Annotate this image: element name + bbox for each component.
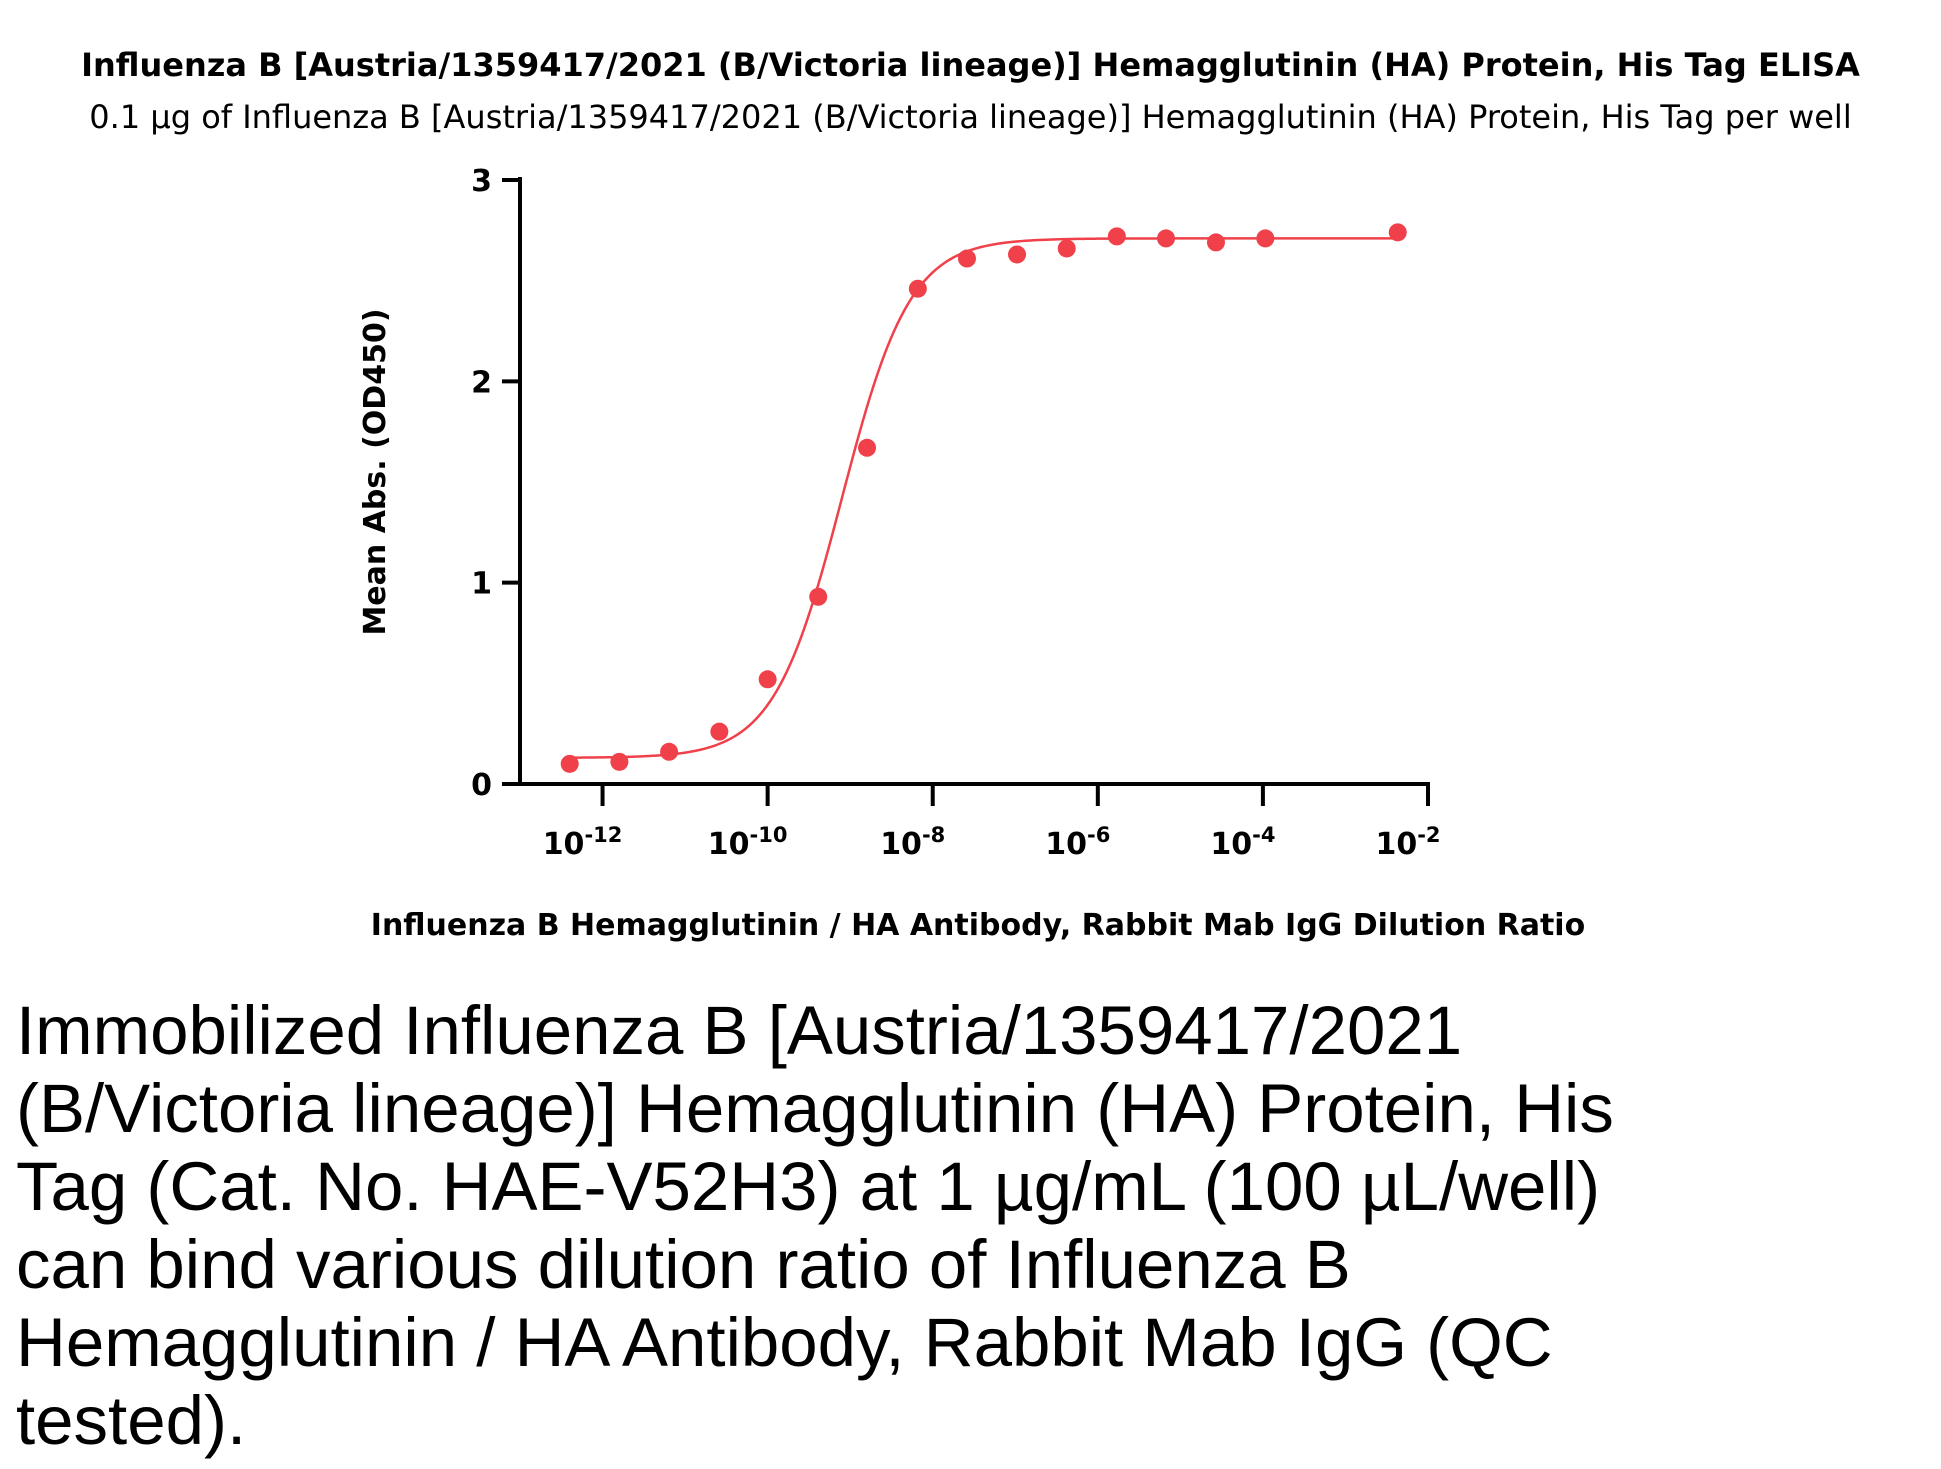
y-tick-label: 0 [471,768,492,803]
x-tick-label: 10-4 [1210,823,1275,862]
data-point [1057,239,1076,258]
x-tick-label: 10-12 [543,823,623,862]
x-tick-label: 10-2 [1375,823,1440,862]
figure-caption: Immobilized Influenza B [Austria/1359417… [16,992,1614,1459]
y-tick-label: 3 [471,164,492,199]
data-point [1256,229,1275,248]
y-tick-label: 2 [471,365,492,400]
data-point [710,722,729,741]
data-point [1107,227,1126,246]
chart-ticks: 0 1 2 3 10-12 10-10 10-8 10-6 10-4 10-2 [471,164,1440,862]
fit-curve [569,237,1398,759]
data-point [560,754,579,773]
x-tick-label: 10-8 [880,823,945,862]
data-point [1388,223,1407,242]
chart-axes [518,177,1430,786]
data-point [1008,245,1027,264]
data-point [1157,229,1176,248]
x-axis-label: Influenza B Hemagglutinin / HA Antibody,… [371,908,1585,943]
data-point [957,249,976,268]
data-points [560,223,1407,773]
data-point [758,670,777,689]
data-point [610,752,629,771]
data-point [809,587,828,606]
y-axis-label: Mean Abs. (OD450) [358,308,393,635]
data-point [1206,233,1225,252]
data-point [908,279,927,298]
chart-title: Influenza B [Austria/1359417/2021 (B/Vic… [81,46,1860,84]
x-tick-label: 10-6 [1045,823,1110,862]
elisa-chart: 0 1 2 3 10-12 10-10 10-8 10-6 10-4 10-2 Mean Abs.… [358,164,1585,943]
data-point [660,742,679,761]
chart-subtitle: 0.1 µg of Influenza B [Austria/1359417/2… [89,98,1852,136]
x-tick-label: 10-10 [708,823,788,862]
y-tick-label: 1 [471,567,492,602]
data-point [858,438,877,457]
